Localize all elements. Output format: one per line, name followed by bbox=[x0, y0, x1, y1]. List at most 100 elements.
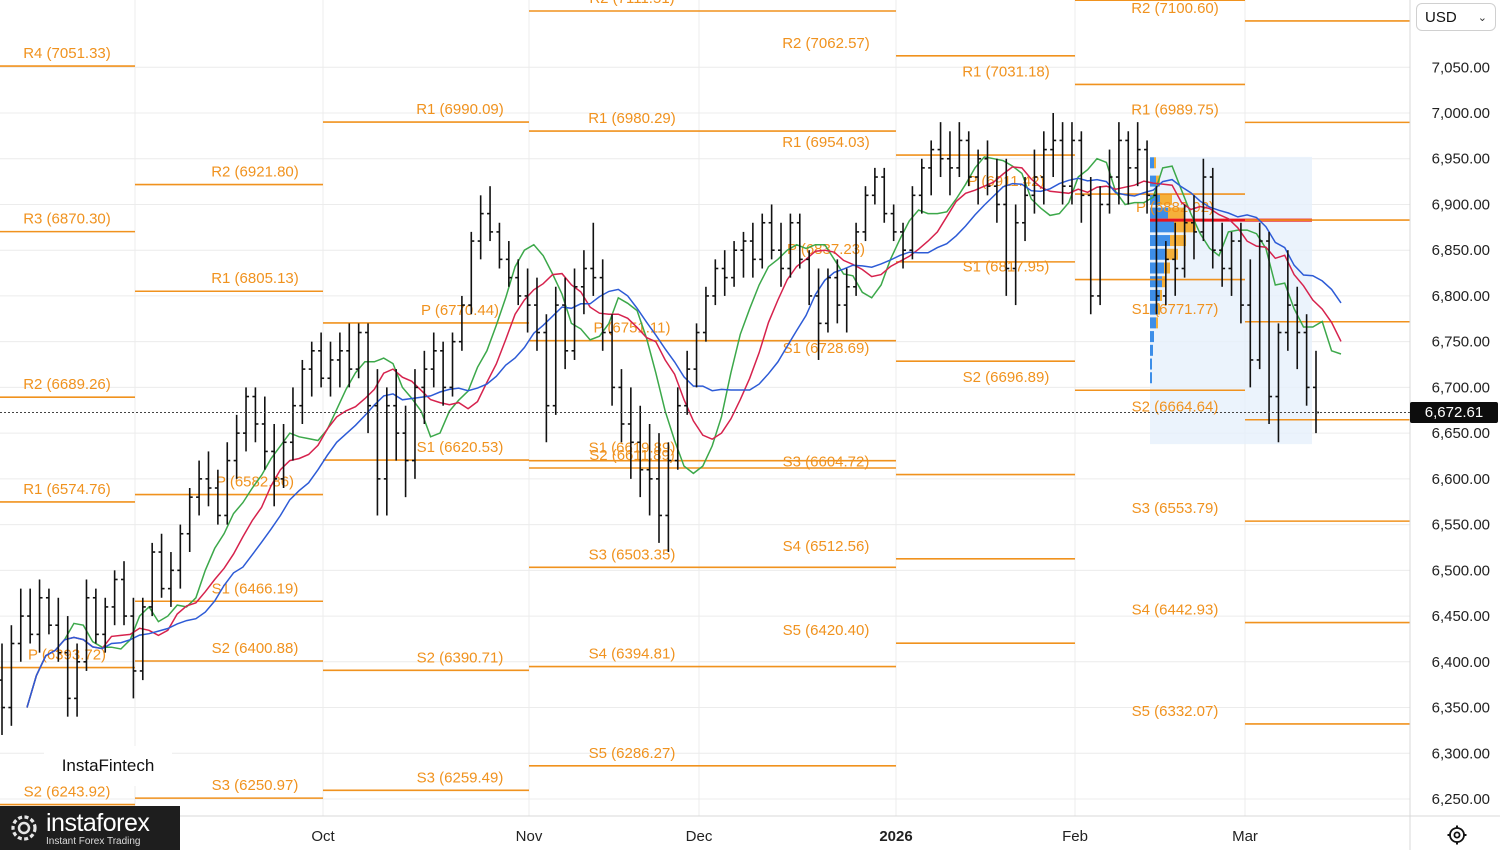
y-tick-label: 6,950.00 bbox=[1432, 151, 1490, 168]
ohlc-bar bbox=[1313, 350, 1319, 434]
ohlc-bar bbox=[1012, 204, 1019, 306]
ohlc-bar bbox=[271, 423, 278, 507]
pivot-label: R2 (7111.51) bbox=[589, 0, 674, 7]
ohlc-bar bbox=[1097, 186, 1104, 306]
ohlc-bar bbox=[102, 597, 109, 653]
y-tick-label: 7,000.00 bbox=[1432, 105, 1490, 122]
pivot-label: S2 (6243.92) bbox=[24, 784, 111, 801]
x-tick-label: Feb bbox=[1062, 828, 1088, 845]
ohlc-bar bbox=[1190, 195, 1197, 260]
x-tick-label: 2026 bbox=[879, 828, 912, 845]
volume-profile-bar bbox=[1164, 262, 1170, 274]
ohlc-bar bbox=[928, 140, 935, 196]
ohlc-bar bbox=[796, 213, 803, 269]
pivot-label: S4 (6442.93) bbox=[1132, 602, 1219, 619]
ohlc-bar bbox=[196, 460, 203, 516]
pivot-label: S4 (6512.56) bbox=[783, 538, 870, 555]
ohlc-bar bbox=[862, 186, 869, 242]
ohlc-bar bbox=[524, 268, 531, 333]
y-tick-label: 6,350.00 bbox=[1432, 700, 1490, 717]
logo-tagline: Instant Forex Trading bbox=[46, 835, 141, 847]
pivot-label: R2 (6921.80) bbox=[211, 164, 299, 181]
ohlc-bar bbox=[27, 588, 34, 644]
ohlc-bar bbox=[1040, 131, 1047, 205]
ohlc-bar bbox=[374, 369, 381, 516]
ohlc-bar bbox=[440, 341, 447, 406]
ohlc-bar bbox=[1115, 122, 1122, 205]
volume-profile-bar bbox=[1150, 303, 1158, 315]
ohlc-bar bbox=[637, 405, 644, 498]
currency-dropdown[interactable]: USD ⌄ bbox=[1416, 3, 1496, 31]
ohlc-bar bbox=[505, 241, 512, 287]
moving-average-line bbox=[26, 156, 1342, 708]
ohlc-bar bbox=[1266, 231, 1273, 424]
ohlc-bar bbox=[768, 204, 775, 260]
ohlc-bar bbox=[609, 314, 616, 406]
ohlc-bar bbox=[975, 149, 982, 205]
pivot-label: S3 (6259.49) bbox=[417, 769, 504, 786]
volume-profile-bar bbox=[1168, 207, 1184, 219]
ohlc-bar bbox=[1125, 131, 1132, 205]
ohlc-bar bbox=[1228, 231, 1235, 296]
volume-profile-bar bbox=[1150, 331, 1154, 343]
pivot-label: S3 (6604.72) bbox=[783, 454, 870, 471]
ohlc-bar bbox=[702, 286, 709, 342]
ohlc-bar bbox=[280, 423, 287, 489]
ohlc-bar bbox=[449, 332, 456, 397]
ohlc-bar bbox=[684, 350, 691, 415]
moving-average-line bbox=[26, 166, 1342, 708]
settings-button[interactable] bbox=[1444, 822, 1470, 848]
ohlc-bar bbox=[92, 588, 99, 644]
pivot-label: S4 (6394.81) bbox=[589, 646, 676, 663]
y-tick-label: 6,750.00 bbox=[1432, 334, 1490, 351]
y-tick-label: 6,250.00 bbox=[1432, 791, 1490, 808]
y-tick-label: 6,450.00 bbox=[1432, 608, 1490, 625]
y-tick-label: 6,900.00 bbox=[1432, 196, 1490, 213]
pivot-label: R1 (6805.13) bbox=[211, 270, 299, 287]
ohlc-bar bbox=[674, 387, 681, 470]
pivot-label: P (6770.44) bbox=[421, 302, 499, 319]
pivot-label: S5 (6420.40) bbox=[783, 622, 870, 639]
pivot-label: R1 (7031.18) bbox=[962, 63, 1050, 80]
ohlc-bar bbox=[656, 433, 662, 543]
ohlc-bar bbox=[590, 222, 597, 296]
pivot-label: S2 (6611.89) bbox=[589, 447, 675, 464]
pivot-label: S3 (6250.97) bbox=[212, 777, 299, 794]
y-tick-label: 7,050.00 bbox=[1432, 59, 1490, 76]
ohlc-bar bbox=[1087, 177, 1094, 315]
ohlc-bar bbox=[853, 222, 860, 296]
volume-profile-bar bbox=[1150, 175, 1156, 187]
ohlc-bar bbox=[355, 323, 362, 379]
pivot-label: S3 (6553.79) bbox=[1132, 500, 1219, 517]
ohlc-bar bbox=[411, 369, 418, 479]
ohlc-bar bbox=[937, 122, 944, 178]
ohlc-bar bbox=[336, 332, 343, 388]
moving-average-line bbox=[26, 177, 1342, 708]
ohlc-bar bbox=[1294, 286, 1301, 370]
ohlc-bar bbox=[787, 213, 794, 278]
ohlc-bar bbox=[1022, 177, 1029, 242]
ohlc-bar bbox=[252, 387, 259, 443]
logo-text: instaforex bbox=[46, 808, 150, 837]
last-price-badge: 6,672.61 bbox=[1410, 402, 1498, 423]
ohlc-bar bbox=[1144, 140, 1151, 214]
ohlc-bar bbox=[365, 323, 372, 434]
ohlc-bar bbox=[318, 332, 325, 388]
volume-profile-bar bbox=[1150, 193, 1160, 205]
gear-icon bbox=[1447, 825, 1467, 845]
pivot-label: R2 (7062.57) bbox=[782, 35, 870, 52]
y-tick-label: 6,800.00 bbox=[1432, 288, 1490, 305]
x-tick-label: Oct bbox=[311, 828, 335, 845]
ohlc-bar bbox=[1172, 222, 1179, 296]
ohlc-bar bbox=[740, 231, 747, 278]
ohlc-bar bbox=[1134, 122, 1141, 187]
ohlc-bar bbox=[121, 561, 128, 626]
brand-label: InstaFintech bbox=[44, 746, 172, 786]
ohlc-bar bbox=[759, 213, 766, 269]
ohlc-bar bbox=[1247, 259, 1254, 388]
ohlc-bar bbox=[646, 423, 653, 516]
ohlc-bar bbox=[599, 259, 606, 351]
ohlc-bar bbox=[468, 231, 475, 315]
